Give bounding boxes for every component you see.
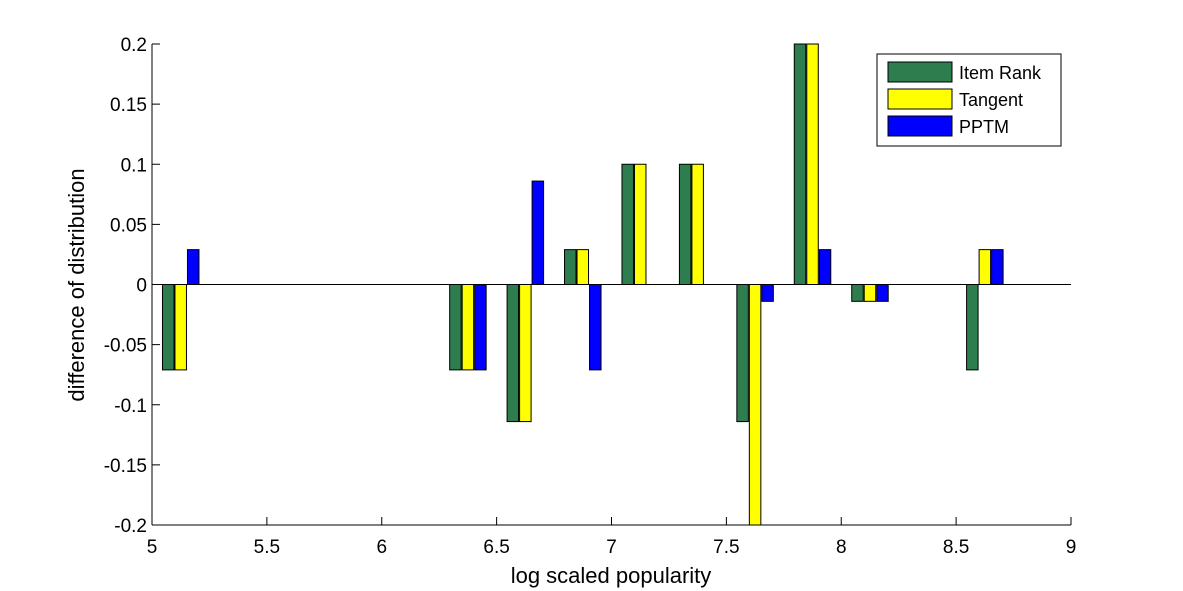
x-tick-label: 8.5 bbox=[943, 537, 969, 558]
x-tick-label: 8 bbox=[836, 537, 847, 558]
bar-item-rank-2 bbox=[506, 284, 520, 423]
bar-pptm-2 bbox=[531, 180, 545, 285]
y-tick-label: -0.2 bbox=[114, 516, 147, 537]
legend-label-pptm: PPTM bbox=[959, 117, 1009, 137]
legend: Item Rank Tangent PPTM bbox=[876, 53, 1062, 147]
bar-tangent-9 bbox=[978, 249, 992, 286]
bar-item-rank-3 bbox=[564, 249, 577, 286]
x-tick-label: 6 bbox=[376, 537, 387, 558]
bar-pptm-0 bbox=[186, 249, 200, 286]
bar-tangent-8 bbox=[863, 284, 877, 302]
y-tick-label: 0.2 bbox=[121, 35, 147, 56]
bar-item-rank-8 bbox=[851, 284, 864, 302]
bar-item-rank-4 bbox=[621, 163, 634, 285]
y-tick-label: 0.05 bbox=[110, 215, 147, 236]
bar-pptm-8 bbox=[876, 284, 889, 302]
y-tick-label: 0.15 bbox=[110, 95, 147, 116]
legend-label-tangent: Tangent bbox=[959, 90, 1023, 110]
y-tick-label: -0.1 bbox=[114, 396, 147, 417]
x-axis-label: log scaled popularity bbox=[511, 563, 712, 588]
bar-tangent-6 bbox=[748, 284, 762, 526]
bar-item-rank-0 bbox=[161, 284, 175, 371]
bar-item-rank-7 bbox=[793, 43, 807, 285]
tick-labels: 5 5.5 6 6.5 7 7.5 8 8.5 9 -0.2 -0.15 -0.1 -0.05 0 0.05… bbox=[104, 35, 1077, 558]
bar-tangent-3 bbox=[576, 249, 590, 286]
x-tick-label: 5.5 bbox=[254, 537, 280, 558]
legend-swatch-tangent bbox=[887, 88, 953, 110]
legend-swatch-item-rank bbox=[887, 61, 953, 83]
bar-pptm-3 bbox=[589, 284, 602, 371]
bars-layer bbox=[161, 43, 1004, 526]
x-tick-label: 6.5 bbox=[483, 537, 509, 558]
bar-item-rank-1 bbox=[449, 284, 462, 371]
x-tick-label: 7 bbox=[606, 537, 617, 558]
x-tick-label: 5 bbox=[147, 537, 158, 558]
axes bbox=[151, 43, 1072, 526]
bar-pptm-1 bbox=[474, 284, 487, 371]
bar-tangent-2 bbox=[519, 284, 532, 423]
y-tick-label: 0.1 bbox=[121, 155, 147, 176]
bar-item-rank-6 bbox=[736, 284, 749, 423]
bar-tangent-7 bbox=[806, 43, 819, 285]
bar-tangent-5 bbox=[691, 163, 704, 285]
bar-tangent-0 bbox=[174, 284, 187, 371]
x-tick-label: 9 bbox=[1066, 537, 1077, 558]
bar-item-rank-5 bbox=[678, 163, 692, 285]
bar-tangent-4 bbox=[633, 163, 647, 285]
bar-pptm-6 bbox=[761, 284, 774, 302]
legend-swatch-pptm bbox=[887, 115, 953, 137]
y-axis-label: difference of distribution bbox=[64, 168, 89, 401]
legend-label-item-rank: Item Rank bbox=[959, 63, 1042, 83]
bar-pptm-9 bbox=[991, 249, 1004, 286]
bar-item-rank-9 bbox=[966, 284, 979, 371]
bar-pptm-7 bbox=[818, 249, 832, 286]
y-tick-label: -0.05 bbox=[104, 336, 147, 357]
y-tick-label: 0 bbox=[136, 276, 147, 297]
x-tick-label: 7.5 bbox=[713, 537, 739, 558]
y-tick-label: -0.15 bbox=[104, 456, 147, 477]
bar-tangent-1 bbox=[461, 284, 475, 371]
